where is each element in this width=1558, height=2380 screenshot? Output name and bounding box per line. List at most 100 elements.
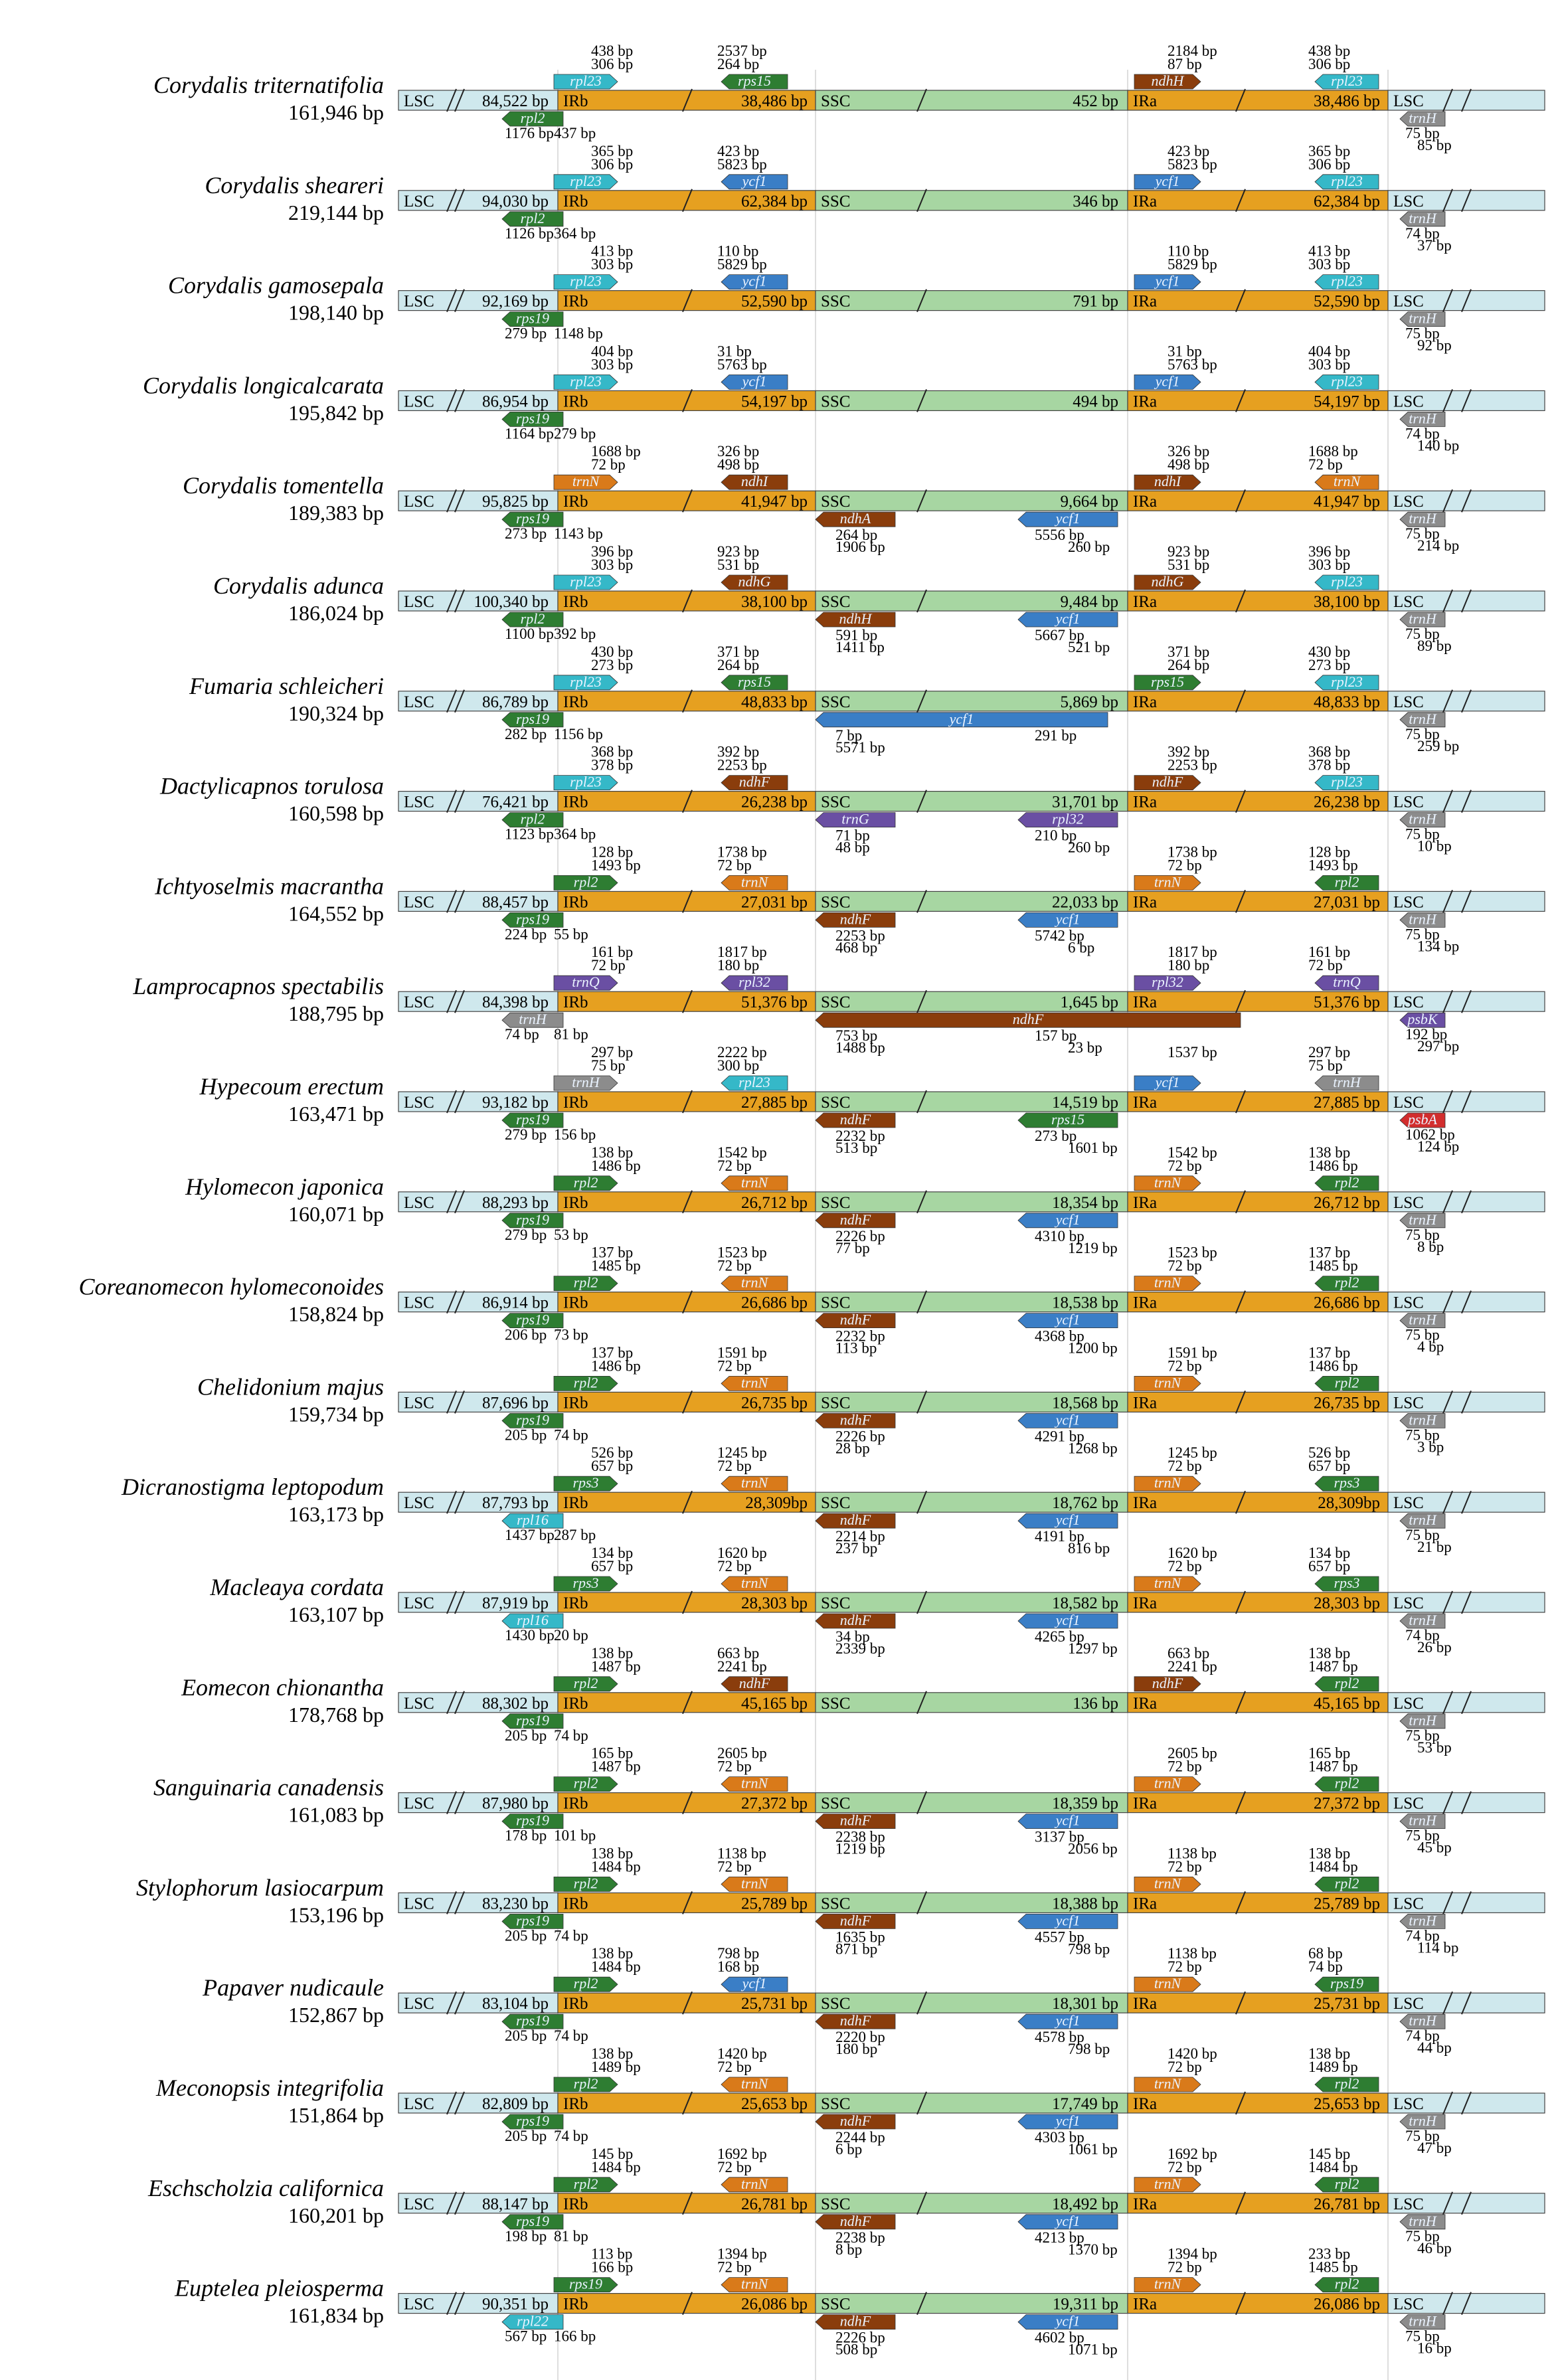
gene-arrow (815, 1112, 896, 1128)
break-mark (446, 790, 457, 813)
gene-arrow (501, 2314, 564, 2330)
bp-label: 468 bp (835, 939, 877, 956)
bp-label: 6 bp (835, 2141, 862, 2158)
ssc-length: 22,033 bp (1052, 893, 1118, 911)
break-mark (682, 790, 693, 813)
gene-arrow (1314, 2277, 1379, 2293)
gene-label: ndhF (840, 1111, 871, 1128)
bp-label: 1394 bp (1168, 2246, 1217, 2262)
ssc-bar (815, 90, 1128, 111)
bp-label: 798 bp (1068, 2041, 1110, 2057)
gene-label: rpl22 (517, 2313, 549, 2330)
bp-label: 75 bp (1405, 626, 1440, 642)
lsc-length: 83,230 bp (482, 1895, 549, 1912)
gene-arrow (553, 875, 618, 891)
break-mark (454, 890, 465, 913)
bp-label: 1430 bp (505, 1627, 555, 1644)
irb-length: 26,238 bp (741, 794, 808, 811)
gene-label: rpl23 (570, 774, 602, 790)
lsc-length: 88,293 bp (482, 1194, 549, 1212)
bp-label: 44 bp (1417, 2039, 1452, 2056)
gene-label: ycf1 (1154, 273, 1180, 290)
lsc-right-label: LSC (1393, 593, 1424, 611)
ira-label: IRa (1133, 1094, 1157, 1112)
bp-label: 72 bp (1168, 1858, 1202, 1875)
gene-label: trnN (572, 473, 600, 489)
ira-length: 52,590 bp (1314, 293, 1380, 311)
ssc-length: 9,664 bp (1061, 493, 1119, 511)
gene-arrow (815, 511, 896, 527)
ira-bar (1127, 1391, 1389, 1412)
bp-label: 205 bp (505, 1426, 547, 1443)
bp-label: 923 bp (717, 543, 759, 560)
gene-label: trnQ (572, 974, 600, 990)
gene-arrow (1134, 1876, 1201, 1892)
gene-label: rpl23 (738, 1074, 770, 1090)
gene-label: rps19 (516, 1712, 549, 1729)
gene-label: rps15 (1151, 673, 1184, 690)
lsc-right-label: LSC (1393, 2095, 1424, 2113)
bp-label: 1817 bp (1168, 944, 1217, 960)
break-mark (1461, 1590, 1472, 1614)
break-mark (916, 1891, 927, 1914)
gene-label: trnH (1409, 310, 1437, 327)
gene-label: ndhF (840, 1511, 871, 1528)
bp-label: 4368 bp (1035, 1328, 1084, 1345)
gene-arrow (721, 1175, 788, 1191)
gene-arrow (1314, 1876, 1379, 1892)
gene-label: rpl2 (521, 811, 545, 827)
gene-label: trnH (1409, 1812, 1437, 1829)
lsc-right-label: LSC (1393, 1394, 1424, 1412)
ira-length: 28,303 bp (1314, 1594, 1380, 1612)
bp-label: 2232 bp (835, 1328, 885, 1345)
bp-label: 75 bp (1405, 1327, 1440, 1343)
irb-length: 27,885 bp (741, 1094, 808, 1112)
bp-label: 798 bp (1068, 1940, 1110, 1957)
bp-label: 137 bp (1308, 1344, 1350, 1361)
bp-label: 2241 bp (717, 1658, 767, 1675)
ira-bar (1127, 1792, 1389, 1814)
ira-length: 27,031 bp (1314, 893, 1380, 911)
gene-label: trnH (1409, 1211, 1437, 1228)
break-mark (1235, 1290, 1246, 1314)
gene-arrow (1134, 2177, 1201, 2193)
break-mark (454, 1290, 465, 1314)
gene-label: ycf1 (1055, 1912, 1081, 1928)
gene-arrow (1017, 1913, 1118, 1929)
gene-arrow (721, 274, 788, 290)
bp-label: 72 bp (1168, 1258, 1202, 1274)
lsc-length: 87,793 bp (482, 1494, 549, 1512)
bp-label: 72 bp (1308, 456, 1343, 473)
break-mark (454, 489, 465, 513)
bp-label: 72 bp (1168, 1357, 1202, 1374)
gene-label: rpl2 (1335, 1775, 1359, 1792)
gene-label: ndhH (839, 610, 873, 627)
gene-label: rps19 (516, 2213, 549, 2229)
bp-label: 1620 bp (717, 1545, 767, 1561)
break-mark (454, 88, 465, 112)
gene-arrow (1134, 1375, 1201, 1391)
ira-length: 25,653 bp (1314, 2095, 1380, 2113)
gene-arrow (1017, 1613, 1118, 1629)
bp-label: 303 bp (1308, 556, 1350, 573)
bp-label: 45 bp (1417, 1839, 1452, 1856)
gene-arrow (1314, 2077, 1379, 2092)
bp-label: 2056 bp (1068, 1841, 1118, 1857)
bp-label: 1485 bp (591, 1258, 641, 1274)
ira-label: IRa (1133, 1194, 1157, 1212)
gene-arrow (1134, 875, 1201, 891)
bp-label: 1487 bp (591, 1758, 641, 1775)
gene-label: ndhF (840, 1912, 871, 1928)
irb-length: 52,590 bp (741, 293, 808, 311)
gene-arrow (553, 1175, 618, 1191)
irb-length: 38,486 bp (741, 92, 808, 110)
gene-arrow (815, 1513, 896, 1529)
bp-label: 75 bp (1405, 726, 1440, 742)
ssc-length: 31,701 bp (1052, 794, 1118, 811)
ssc-label: SSC (821, 1695, 850, 1713)
gene-label: ndhI (1154, 473, 1182, 489)
break-mark (1461, 689, 1472, 713)
lsc-bar (398, 1291, 559, 1313)
break-mark (916, 1791, 927, 1814)
